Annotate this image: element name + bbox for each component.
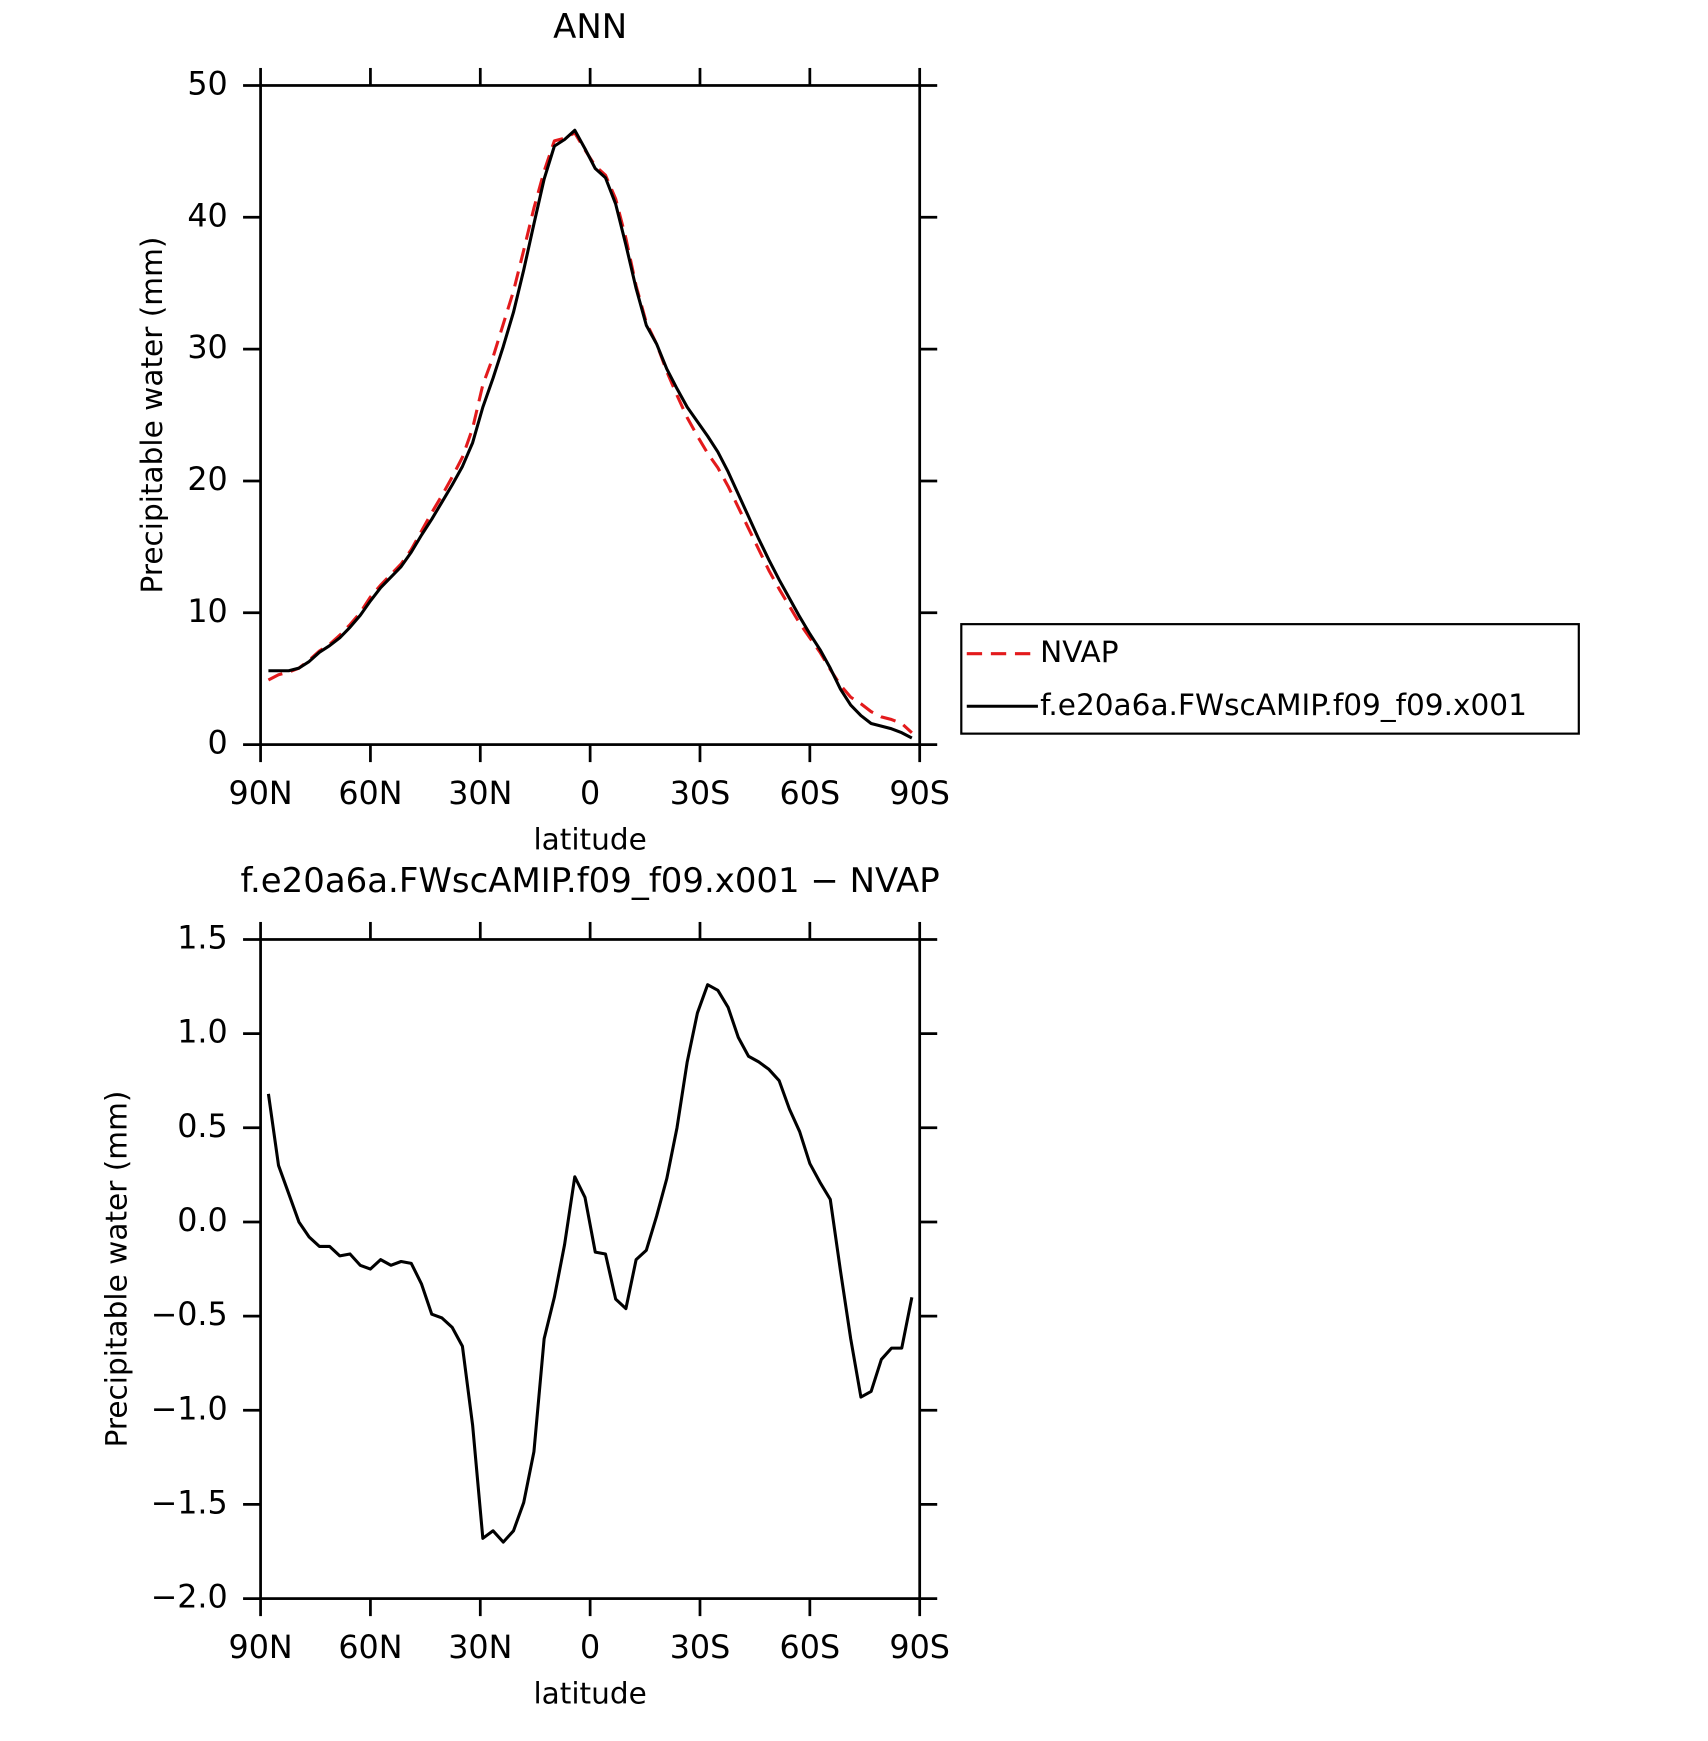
plot-frame	[259, 84, 922, 746]
y-tick-label: 10	[187, 594, 227, 630]
panel: ANN 0 10 20 30 40 50 90N 60N 30N 0 30S 60S 90S latitud…	[135, 7, 950, 856]
x-axis-label: latitude	[533, 822, 646, 856]
data-line	[268, 128, 913, 740]
y-tick-label: 0	[208, 726, 228, 762]
x-tick-label: 90N	[229, 1630, 293, 1666]
y-tick-label: −2.0	[151, 1580, 228, 1616]
x-tick-label: 30N	[448, 1630, 512, 1666]
y-tick-label: 50	[187, 66, 227, 102]
y-tick-label: 0.0	[177, 1203, 228, 1239]
legend-label: NVAP	[1040, 635, 1118, 669]
x-tick-label: 60S	[780, 776, 841, 812]
chart-title: f.e20a6a.FWscAMIP.f09_f09.x001 − NVAP	[241, 861, 940, 901]
legend: NVAP f.e20a6a.FWscAMIP.f09_f09.x001	[960, 623, 1580, 735]
y-tick-label: −1.0	[151, 1391, 228, 1427]
x-tick-label: 30S	[670, 1630, 731, 1666]
x-tick-label: 60S	[780, 1630, 841, 1666]
x-tick-label: 90S	[889, 1630, 950, 1666]
legend-box	[960, 623, 1580, 735]
x-axis-label: latitude	[533, 1676, 646, 1710]
y-axis-label: Precipitable water (mm)	[100, 1091, 134, 1448]
x-tick-label: 30N	[448, 776, 512, 812]
y-tick-label: 20	[187, 462, 227, 498]
y-tick-label: 1.5	[177, 920, 228, 956]
x-tick-label: 60N	[338, 1630, 402, 1666]
plot-frame	[259, 938, 922, 1600]
chart-title: ANN	[553, 7, 627, 47]
x-tick-label: 60N	[338, 776, 402, 812]
x-tick-label: 0	[580, 776, 600, 812]
y-tick-label: 0.5	[177, 1109, 228, 1145]
panel: f.e20a6a.FWscAMIP.f09_f09.x001 − NVAP −2.…	[100, 861, 950, 1710]
legend-label: f.e20a6a.FWscAMIP.f09_f09.x001	[1040, 688, 1527, 722]
x-tick-label: 0	[580, 1630, 600, 1666]
y-tick-label: 30	[187, 330, 227, 366]
y-tick-label: −0.5	[151, 1297, 228, 1333]
y-axis-label: Precipitable water (mm)	[135, 237, 169, 594]
x-tick-label: 90S	[889, 776, 950, 812]
y-tick-label: 1.0	[177, 1015, 228, 1051]
x-tick-label: 30S	[670, 776, 731, 812]
y-tick-label: 40	[187, 198, 227, 234]
y-tick-label: −1.5	[151, 1485, 228, 1521]
x-tick-label: 90N	[229, 776, 293, 812]
data-line	[266, 983, 914, 1544]
